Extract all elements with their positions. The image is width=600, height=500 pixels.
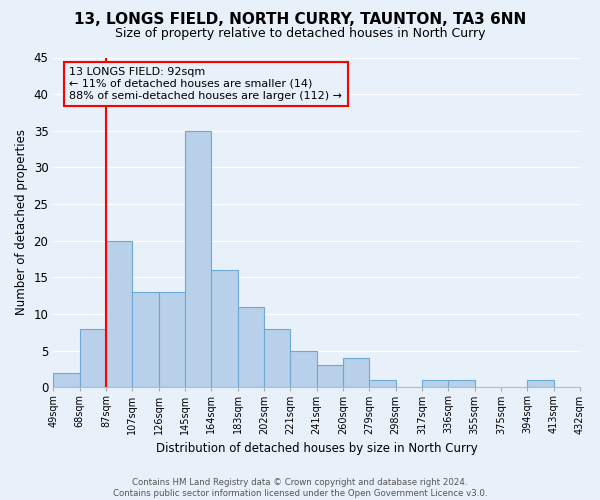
Bar bbox=[211, 270, 238, 388]
Bar bbox=[290, 350, 317, 388]
Bar bbox=[158, 292, 185, 388]
Text: 13 LONGS FIELD: 92sqm
← 11% of detached houses are smaller (14)
88% of semi-deta: 13 LONGS FIELD: 92sqm ← 11% of detached … bbox=[69, 68, 342, 100]
Bar bbox=[132, 292, 158, 388]
Text: 13, LONGS FIELD, NORTH CURRY, TAUNTON, TA3 6NN: 13, LONGS FIELD, NORTH CURRY, TAUNTON, T… bbox=[74, 12, 526, 28]
Bar bbox=[317, 366, 343, 388]
Bar bbox=[80, 328, 106, 388]
Bar bbox=[264, 328, 290, 388]
Bar bbox=[448, 380, 475, 388]
Text: Contains HM Land Registry data © Crown copyright and database right 2024.
Contai: Contains HM Land Registry data © Crown c… bbox=[113, 478, 487, 498]
Text: Size of property relative to detached houses in North Curry: Size of property relative to detached ho… bbox=[115, 28, 485, 40]
Bar bbox=[106, 240, 132, 388]
Bar bbox=[370, 380, 395, 388]
Bar bbox=[527, 380, 554, 388]
Bar bbox=[53, 372, 80, 388]
Y-axis label: Number of detached properties: Number of detached properties bbox=[15, 130, 28, 316]
Bar bbox=[422, 380, 448, 388]
Bar bbox=[343, 358, 370, 388]
Bar bbox=[238, 306, 264, 388]
Bar bbox=[185, 131, 211, 388]
X-axis label: Distribution of detached houses by size in North Curry: Distribution of detached houses by size … bbox=[156, 442, 478, 455]
